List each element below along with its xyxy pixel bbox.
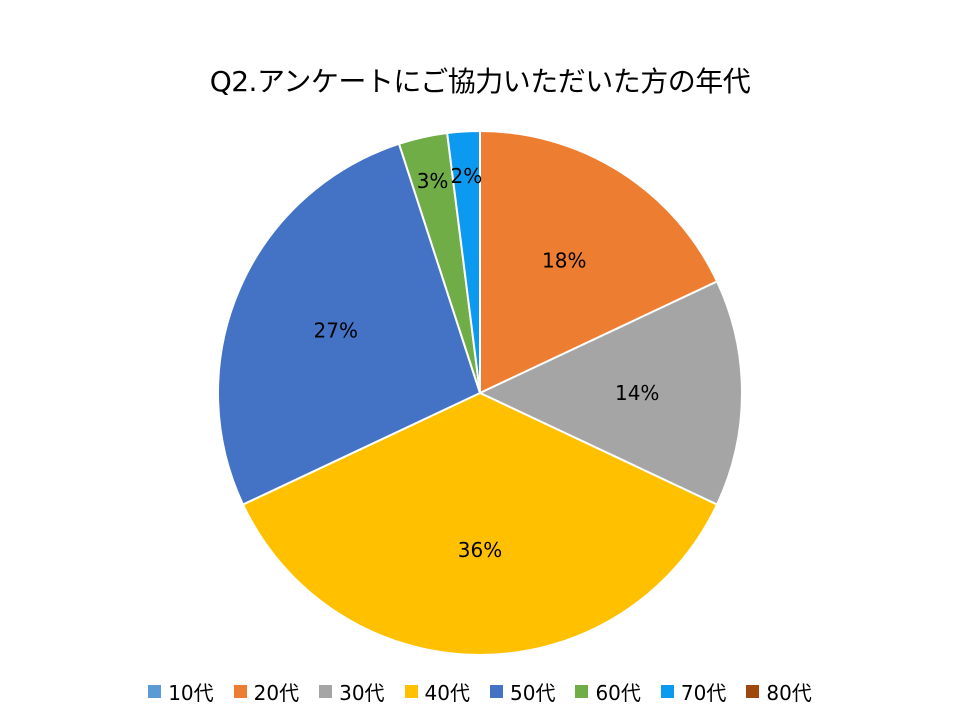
pie-slice-50代: [217, 142, 482, 506]
data-label-20代: 18%: [542, 248, 586, 272]
legend-swatch: [660, 684, 674, 698]
legend-label: 50代: [510, 680, 556, 705]
data-label-40代: 36%: [458, 538, 502, 562]
pie-slice-20代: [479, 129, 719, 395]
legend-item-60代: 60代: [575, 677, 641, 706]
legend-item-10代: 10代: [148, 677, 214, 706]
legend-item-70代: 70代: [660, 677, 727, 706]
legend-label: 60代: [595, 680, 641, 705]
data-label-60代: 3%: [417, 169, 449, 193]
legend-label: 10代: [168, 680, 214, 705]
legend-label: 80代: [766, 680, 812, 705]
legend: 10代 20代 30代 40代 50代 60代 70代 80代: [0, 674, 960, 708]
legend-item-40代: 40代: [404, 677, 470, 706]
legend-item-50代: 50代: [490, 677, 555, 706]
legend-swatch: [746, 684, 760, 698]
legend-swatch: [575, 684, 589, 698]
legend-swatch: [148, 684, 162, 698]
legend-label: 30代: [339, 680, 385, 705]
chart-title: Q2.アンケートにご協力いただいた方の年代: [209, 65, 751, 98]
legend-item-80代: 80代: [746, 677, 812, 706]
legend-swatch: [490, 684, 503, 698]
legend-label: 70代: [680, 680, 727, 705]
pie-slice-40代: [241, 391, 719, 657]
legend-swatch: [233, 684, 247, 698]
pie-slice-70代: [446, 129, 481, 394]
legend-item-30代: 30代: [319, 677, 385, 706]
legend-swatch: [319, 684, 333, 698]
legend-item-20代: 20代: [233, 677, 300, 706]
legend-label: 20代: [253, 680, 300, 705]
data-label-50代: 27%: [314, 319, 358, 343]
data-label-30代: 14%: [615, 381, 659, 405]
legend-swatch: [404, 684, 418, 698]
legend-label: 40代: [424, 680, 470, 705]
pie-slice-30代: [477, 280, 743, 506]
data-label-70代: 2%: [450, 164, 482, 188]
